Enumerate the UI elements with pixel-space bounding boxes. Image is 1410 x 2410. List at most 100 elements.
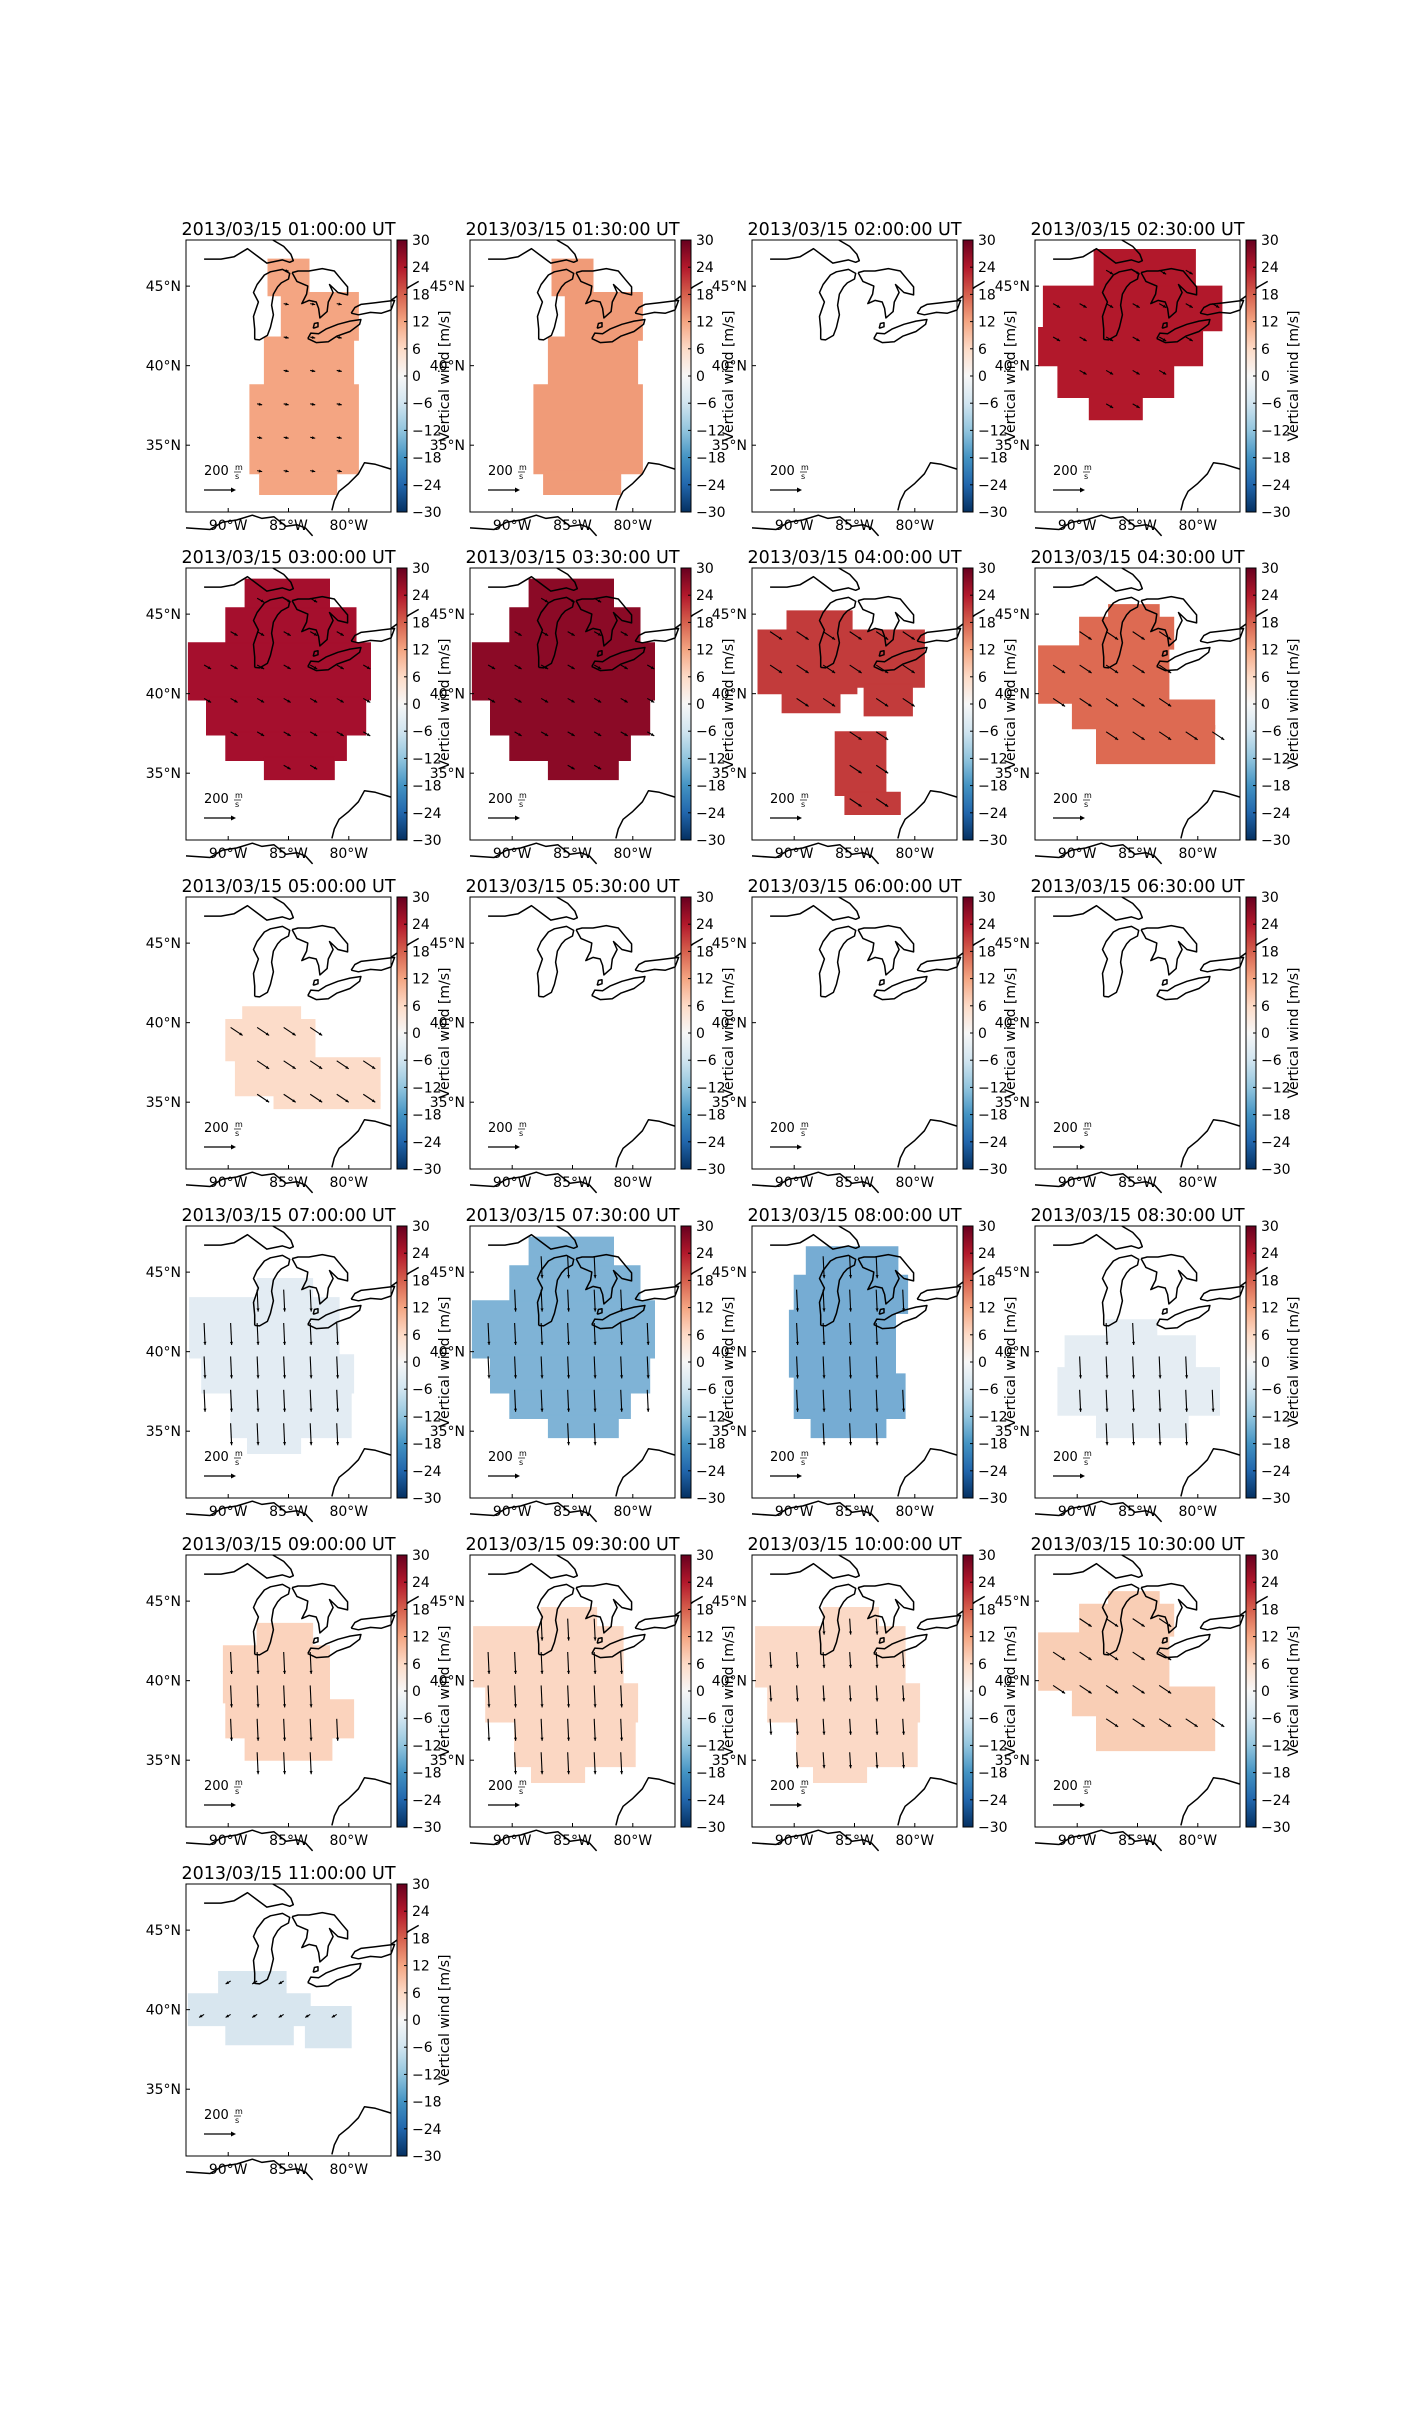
wind-vector [620,1652,623,1675]
wind-vector-head [256,1442,260,1446]
coastline [873,1304,928,1330]
colorbar-tick-label: 12 [1261,1630,1279,1646]
wind-vector-head [875,1341,879,1346]
colorbar-tick-label: 30 [978,1219,996,1235]
colorbar-tick-label: 0 [1261,1026,1270,1042]
lat-tick-label: 45°N [712,1594,747,1610]
wind-vector [796,1389,799,1412]
wind-vector-head [875,1764,879,1769]
wind-vector-head [805,670,809,674]
wind-vector-head [1105,1442,1109,1446]
lon-tick-label: 80°W [329,846,368,862]
wind-vector [283,1389,286,1412]
wind-vector-head [1167,1690,1172,1694]
coastline [488,239,579,264]
panel-title: 2013/03/15 05:30:00 UT [465,877,679,897]
coastline [307,1962,362,1988]
colorbar-tick-label: −12 [978,1409,1008,1425]
quiver-key-unit-top: m [519,1120,527,1129]
wind-vector-head [567,1737,571,1741]
coastline [591,318,646,344]
wind-vector-head [1141,636,1145,640]
wind-vector-head [239,1032,243,1036]
wind-vector-head [849,1375,853,1379]
wind-region-cell [509,1389,631,1419]
coastline [1034,1829,1163,1852]
map-panel: 2013/03/15 07:00:00 UT 45°N 40°N 35°N 90°W 85… [146,1206,453,1523]
wind-vector-head [567,1670,571,1675]
quiver-key-value: 200 [488,1121,513,1136]
wind-vector-head [822,1764,826,1769]
wind-vector-head [875,1698,879,1702]
lat-tick-label: 35°N [146,1424,181,1440]
colorbar-tick-label: 12 [978,315,996,331]
coastline [1161,321,1168,330]
lon-tick-label: 80°W [895,1175,934,1191]
colorbar-tick-label: 12 [1261,972,1279,988]
colorbar-tick-label: −12 [1261,1409,1291,1425]
panel-title: 2013/03/15 06:00:00 UT [747,877,961,897]
wind-vector-head [1114,1723,1119,1727]
wind-vector-head [875,1408,879,1412]
wind-vector-head [371,1065,376,1069]
wind-vector-head [207,666,212,670]
lon-tick-label: 90°W [1058,846,1097,862]
colorbar-tick-label: −6 [1261,396,1282,412]
coastline [1180,461,1241,511]
wind-vector-head [1136,304,1140,308]
coastline [1034,514,1163,537]
wind-region-cell [247,1433,302,1454]
wind-vector-head [650,699,655,703]
wind-vector [309,1423,312,1446]
wind-region-cell [810,1414,887,1439]
wind-vector-head [911,670,915,674]
quiver-key-unit-bottom: s [801,1458,805,1467]
coastline [1161,978,1168,987]
wind-vector-head [491,699,496,703]
wind-vector-head [340,732,344,736]
lat-tick-label: 35°N [430,766,465,782]
colorbar-tick-label: −12 [412,751,442,767]
colorbar-tick-label: 18 [1261,1602,1279,1618]
coastline [469,514,598,537]
wind-vector [593,1323,596,1346]
wind-region-cell [1057,1367,1220,1416]
wind-vector-head [571,632,575,636]
wind-vector-head [620,1771,624,1775]
colorbar-tick-label: 24 [412,1904,430,1920]
coastline [350,956,396,973]
colorbar-tick-label: −12 [412,1080,442,1096]
lon-tick-label: 80°W [895,518,934,534]
wind-vector-head [285,302,289,306]
lon-tick-label: 85°W [835,1175,874,1191]
colorbar-tick-label: 0 [1261,697,1270,713]
coastline [818,596,857,669]
wind-vector-head [229,1704,233,1708]
wind-vector-head [1162,304,1167,308]
colorbar-tick-label: −24 [696,1464,726,1480]
lat-tick-label: 40°N [146,1674,181,1690]
colorbar-tick-label: −12 [696,1080,726,1096]
wind-vector-head [544,699,549,703]
wind-vector-head [597,666,602,670]
wind-vector [822,1323,825,1346]
wind-vector [514,1356,517,1379]
wind-vector-head [225,2014,230,2018]
coastline [488,1225,579,1250]
wind-vector [1105,1356,1108,1379]
colorbar-tick-label: −30 [412,1491,442,1507]
colorbar-tick-label: 18 [696,944,714,960]
colorbar-tick-label: −6 [1261,724,1282,740]
map-panel: 2013/03/15 01:30:00 UT 45°N 40°N 35°N 90°W 85… [430,220,737,537]
wind-region-cell [1038,327,1204,367]
wind-vector-head [902,1731,906,1735]
lat-tick-label: 45°N [995,279,1030,295]
coastline [252,1912,291,1985]
wind-vector-head [571,699,575,703]
colorbar-tick-label: 6 [696,1657,705,1673]
wind-vector-head [822,1275,826,1279]
coastline [350,1614,396,1631]
quiver-key-unit-top: m [801,1449,809,1458]
wind-vector-head [858,803,862,807]
wind-region-cell [1079,1603,1175,1637]
